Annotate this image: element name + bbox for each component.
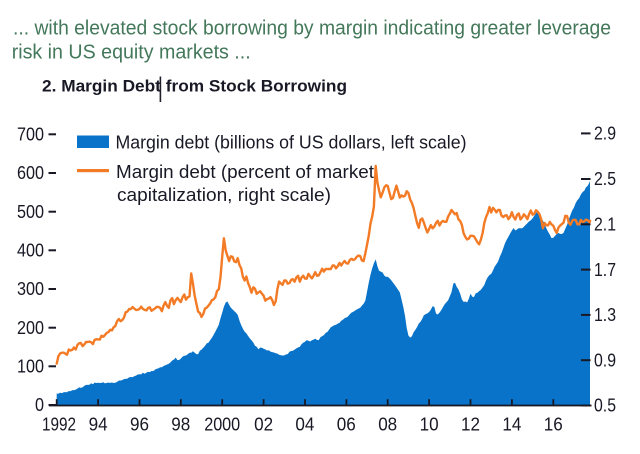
svg-text:02: 02: [254, 415, 273, 435]
svg-text:10: 10: [420, 415, 439, 435]
svg-text:94: 94: [89, 415, 108, 435]
svg-text:04: 04: [295, 415, 314, 435]
svg-text:500: 500: [17, 202, 44, 222]
svg-text:2.9: 2.9: [594, 124, 616, 144]
svg-text:2000: 2000: [204, 415, 240, 435]
svg-text:100: 100: [17, 357, 44, 377]
svg-text:16: 16: [544, 415, 563, 435]
svg-text:400: 400: [17, 241, 44, 261]
svg-text:12: 12: [461, 415, 480, 435]
svg-text:08: 08: [378, 415, 397, 435]
svg-text:0.9: 0.9: [594, 350, 616, 370]
svg-text:0: 0: [35, 395, 44, 415]
svg-text:1.3: 1.3: [594, 305, 616, 325]
svg-text:96: 96: [130, 415, 149, 435]
svg-text:1992: 1992: [42, 415, 76, 435]
svg-text:1.7: 1.7: [594, 260, 616, 280]
svg-text:2.5: 2.5: [594, 169, 616, 189]
svg-text:700: 700: [17, 125, 44, 145]
svg-text:300: 300: [17, 279, 44, 299]
svg-text:14: 14: [502, 415, 521, 435]
svg-text:200: 200: [17, 318, 44, 338]
svg-text:600: 600: [17, 163, 44, 183]
svg-text:98: 98: [171, 415, 190, 435]
svg-text:Margin debt (percent of market: Margin debt (percent of market: [116, 162, 374, 182]
svg-text:capitalization, right scale): capitalization, right scale): [117, 185, 331, 205]
svg-text:risk in US equity markets ...: risk in US equity markets ...: [12, 42, 251, 64]
svg-text:2.1: 2.1: [594, 215, 616, 235]
svg-text:... with elevated stock borrow: ... with elevated stock borrowing by mar…: [13, 18, 611, 40]
svg-text:06: 06: [337, 415, 356, 435]
svg-text:0.5: 0.5: [594, 396, 616, 416]
svg-text:2. Margin Debt from Stock Borr: 2. Margin Debt from Stock Borrowing: [42, 77, 347, 96]
svg-text:Margin debt (billions of US do: Margin debt (billions of US dollars, lef…: [116, 133, 467, 153]
